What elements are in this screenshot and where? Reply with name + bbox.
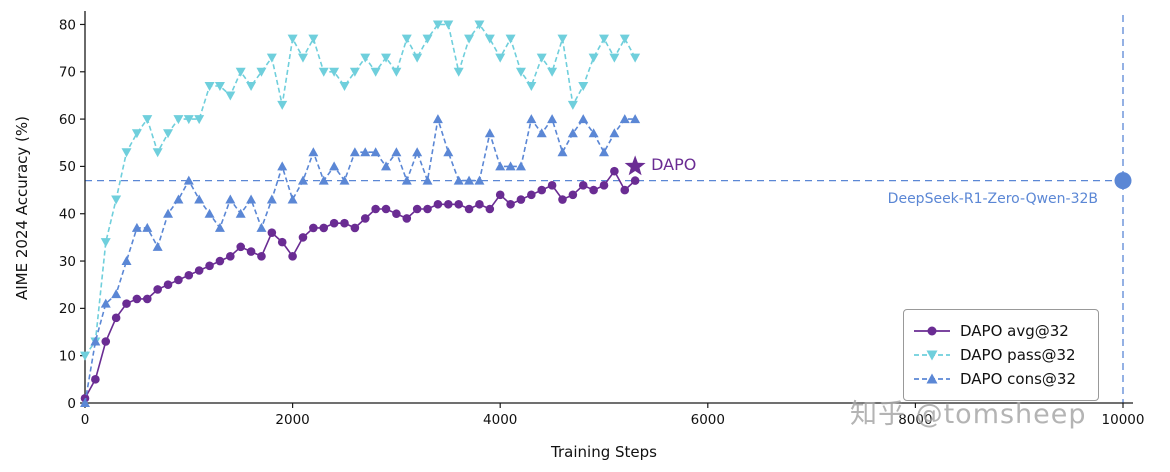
reference-endpoint-dot — [1114, 172, 1132, 190]
x-tick-label: 4000 — [483, 412, 517, 428]
y-axis-title: AIME 2024 Accuracy (%) — [13, 115, 31, 301]
series-2 — [80, 114, 641, 407]
reference-line-label: DeepSeek-R1-Zero-Qwen-32B — [887, 190, 1098, 207]
y-tick-label: 50 — [59, 159, 76, 175]
legend-item-avg: DAPO avg@32 — [912, 319, 1088, 343]
legend-item-pass: DAPO pass@32 — [912, 343, 1088, 367]
x-tick-label: 2000 — [275, 412, 309, 428]
y-tick-label: 10 — [59, 348, 76, 364]
pass-marker-icon — [914, 350, 950, 361]
y-tick-label: 30 — [59, 254, 76, 270]
x-tick-label: 10000 — [1102, 412, 1145, 428]
avg-marker-icon — [914, 326, 950, 336]
axes: 0 2000 4000 6000 8000 10000 0 10 20 30 40 50 60 70 80 — [59, 11, 1145, 428]
x-axis-title: Training Steps — [551, 443, 657, 461]
y-tick-label: 70 — [59, 65, 76, 81]
x-tick-label: 8000 — [898, 412, 932, 428]
dapo-annotation-label: DAPO — [651, 155, 697, 175]
x-tick-label: 6000 — [691, 412, 725, 428]
dapo-star-marker — [624, 155, 646, 176]
legend-label-pass: DAPO pass@32 — [960, 346, 1076, 364]
series-1 — [80, 20, 641, 361]
y-tick-label: 80 — [59, 17, 76, 33]
reference-lines — [85, 15, 1124, 403]
y-tick-label: 40 — [59, 207, 76, 223]
legend-item-cons: DAPO cons@32 — [912, 367, 1088, 391]
series-0 — [80, 166, 640, 403]
legend-label-cons: DAPO cons@32 — [960, 370, 1077, 388]
legend: DAPO avg@32 DAPO pass@32 DAPO cons@32 — [903, 309, 1099, 401]
x-tick-label: 0 — [81, 412, 90, 428]
y-tick-label: 60 — [59, 112, 76, 128]
cons-marker-icon — [914, 373, 950, 384]
legend-label-avg: DAPO avg@32 — [960, 322, 1069, 340]
y-tick-label: 20 — [59, 301, 76, 317]
y-tick-label: 0 — [67, 396, 76, 412]
